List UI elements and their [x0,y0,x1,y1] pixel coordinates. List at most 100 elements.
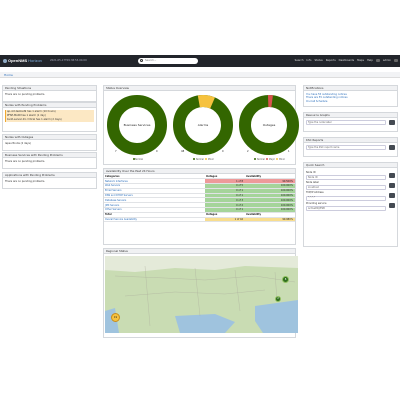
nav-maps[interactable]: Maps [357,59,364,62]
breadcrumb-home[interactable]: Home [4,73,13,77]
legend-swatch [276,158,279,160]
search-icon [140,59,143,62]
outstanding-notices-link[interactable]: You have 55 outstanding notices [306,92,347,96]
search-button[interactable] [389,173,395,178]
svg-text:Outages: Outages [263,123,276,127]
panel-title[interactable]: Business Services with Pending Problems [3,153,96,158]
legend-swatch [205,158,208,160]
field-label: Node label [306,180,319,184]
nav-reports[interactable]: Reports [325,59,336,62]
panel-title[interactable]: Pending Situations [3,86,96,91]
svg-text:48: 48 [181,149,185,153]
donut-legend: Normal [104,158,170,161]
nodes-outages-panel: Nodes with Outages lepsurfnode (2 days) [2,134,97,151]
regional-map[interactable]: 8 2 19 [105,256,298,333]
field-label: Node ID [306,170,316,174]
service-select[interactable]: ActiveMQ/ESB [306,206,386,212]
search-button[interactable] [389,193,395,198]
resource-graph-input[interactable]: Type the node label [306,120,386,126]
table-total-row[interactable]: Overall Service Availability 1 of 42 99.… [104,217,295,223]
search-button[interactable] [389,183,395,188]
svg-text:1: 1 [288,149,290,153]
pending-situations-panel: Pending Situations There are no pending … [2,85,97,102]
panel-title[interactable]: Nodes with Outages [3,135,96,140]
nodes-pending-panel: Nodes with Pending Problems ap-old-testn… [2,102,97,132]
panel-title[interactable]: KSC Reports [304,138,397,143]
panel-text: There are no pending problems. [5,159,46,163]
svg-text:0: 0 [156,149,158,153]
ip-address-input[interactable]: *.*.*.* [306,195,386,201]
svg-text:0: 0 [222,149,224,153]
outages-donut[interactable]: Outages 2 1 Normal Major Minor [236,93,302,161]
panel-title: Quick Search [304,163,397,168]
nav-status[interactable]: Status [314,59,323,62]
table-row[interactable]: JMX Servers 0 of 2 100.000% [104,202,295,209]
table-row[interactable]: DNS and DHCP Servers 0 of 1 100.000% [104,193,295,199]
notifications-icon[interactable] [375,59,380,62]
server-timestamp: 2021-05-17T09:38:53-04:00 [50,59,87,62]
table-row[interactable]: Email Servers 0 of 1 100.000% [104,188,295,194]
main-menu: Search Info Status Reports Dashboards Ma… [295,59,398,62]
nav-help[interactable]: Help [366,59,373,62]
node-label-input[interactable]: localhost [306,185,386,191]
global-search-input[interactable]: Search... [138,58,198,64]
pending-node-row[interactable]: PFSE-MAIN has 1 alarm (1 day) [5,114,94,118]
legend-swatch [193,158,196,160]
pending-node-row[interactable]: build-server-01 critical has 1 alarm (2 … [5,118,94,122]
nav-dashboards[interactable]: Dashboards [338,59,355,62]
node-id-input[interactable]: Node ID [306,174,386,180]
panel-title[interactable]: Resource Graphs [304,113,397,118]
nav-user[interactable]: admin [382,59,391,62]
ksc-report-input[interactable]: Type the KSC report name [306,145,386,151]
panel-title: Status Overview [104,86,295,91]
notifications-panel: Notifications You have 55 outstanding no… [303,85,398,107]
breadcrumb: Home [0,72,400,78]
legend-swatch [254,158,257,160]
search-button[interactable] [389,120,395,125]
outage-node-link[interactable]: lepsurfnode (2 days) [5,141,31,145]
field-label: Providing service [306,201,327,205]
availability-table: Categories Outages Availability Network … [104,174,295,223]
all-notices-link[interactable]: There are 55 outstanding notices [306,96,348,100]
nav-search[interactable]: Search [294,59,304,62]
panel-text: There are no pending problems. [5,92,46,96]
field-label: TCP/IP Address [306,191,324,195]
map-marker-cluster[interactable]: 2 [275,296,281,302]
opennms-logo[interactable]: OpenNMSHorizon [3,58,42,63]
panel-title[interactable]: Applications with Pending Problems [3,173,96,178]
applications-panel: Applications with Pending Problems There… [2,172,97,189]
table-row[interactable]: Web Servers 0 of 5 100.000% [104,183,295,189]
search-button[interactable] [389,145,395,150]
pending-node-row[interactable]: ap-old-testnet9 has 1 alarm (10 hours) [5,110,94,114]
business-services-donut[interactable]: Business Services 7 0 Normal [104,93,170,161]
quick-search-panel: Quick Search Node ID Node ID Node label … [303,162,398,247]
legend-swatch [132,158,135,160]
settings-icon[interactable] [394,59,398,62]
panel-title: Notifications [304,86,397,91]
map-marker-cluster[interactable]: 8 [282,276,289,283]
panel-title[interactable]: Nodes with Pending Problems [3,103,96,108]
donut-legend: Normal Minor [170,158,236,161]
table-row[interactable]: Network Interfaces 1 of 8 99.500% [104,178,295,185]
search-button[interactable] [389,203,395,208]
table-row[interactable]: Database Servers 0 of 3 100.000% [104,197,295,204]
map-marker-cluster[interactable]: 19 [111,313,120,322]
svg-text:2: 2 [247,149,249,153]
panel-title: Availability Over the Past 24 Hours [104,169,295,174]
table-row[interactable]: Other Servers 0 of 1 100.000% [104,207,295,213]
status-overview-panel: Status Overview Business Services 7 0 No… [103,85,299,165]
donut-legend: Normal Major Minor [236,158,302,161]
svg-text:Alarms: Alarms [198,123,209,127]
alarms-donut[interactable]: Alarms 48 0 Normal Minor [170,93,236,161]
panel-title: Regional Status [104,249,295,254]
top-navbar: OpenNMSHorizon 2021-05-17T09:38:53-04:00… [0,55,400,67]
nav-info[interactable]: Info [306,59,312,62]
panel-text: There are no pending problems. [5,179,46,183]
resource-graphs-panel: Resource Graphs Type the node label [303,112,398,132]
availability-panel: Availability Over the Past 24 Hours Cate… [103,168,296,245]
logo-icon [3,59,7,63]
legend-swatch [266,158,269,160]
on-call-schedule-link[interactable]: On-Call Schedule [306,99,328,103]
table-total-header: Total Outages Availability [104,212,295,218]
svg-text:7: 7 [115,149,117,153]
